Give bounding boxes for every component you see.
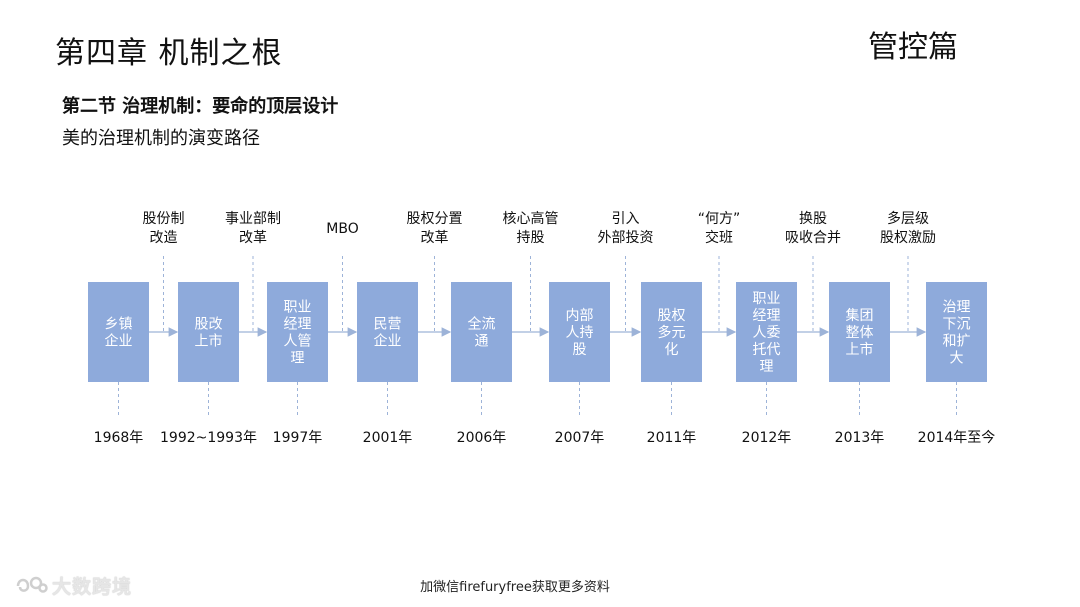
stage-label: 乡镇 (105, 317, 133, 333)
stage-box (178, 282, 239, 382)
stage-box (267, 282, 328, 382)
event-label: 股权分置 (407, 211, 463, 227)
stage-label: 多元 (658, 324, 686, 341)
event-label: “何方” (698, 211, 741, 227)
stage-year: 2011年 (647, 430, 697, 446)
chapter-title: 第四章 机制之根 (55, 36, 283, 71)
stage-label: 全流 (468, 316, 496, 333)
stage-label: 理 (760, 359, 774, 375)
stage-box (549, 282, 610, 382)
stage-label: 和扩 (943, 334, 971, 350)
stage-label: 上市 (846, 341, 874, 358)
stage-year: 1992~1993年 (160, 430, 257, 446)
watermark-logo-icon (14, 574, 48, 601)
event-label: 改革 (421, 230, 449, 246)
event-label: 引入 (612, 211, 640, 227)
stage-label: 职业 (753, 291, 781, 307)
stage-box (641, 282, 702, 382)
event-label: 吸收合并 (785, 230, 841, 246)
event-label: 股权激励 (880, 229, 936, 246)
stage-year: 1997年 (273, 430, 323, 446)
stage-label: 经理 (284, 317, 312, 333)
stage-label: 内部 (566, 308, 594, 324)
event-label: 外部投资 (598, 230, 654, 246)
stage-label: 人委 (753, 325, 781, 341)
event-label: 核心高管 (503, 210, 559, 227)
stage-year: 2014年至今 (918, 430, 996, 446)
stage-label: 上市 (195, 333, 223, 350)
footer-note: 加微信firefuryfree获取更多资料 (420, 580, 610, 595)
stage-year: 2006年 (457, 430, 507, 446)
stage-label: 企业 (374, 333, 402, 350)
stage-label: 集团 (846, 307, 874, 324)
part-title: 管控篇 (868, 30, 958, 65)
stage-label: 民营 (374, 317, 402, 333)
event-label: 股份制 (143, 211, 185, 227)
watermark: 大数跨境 (14, 572, 132, 601)
event-label: 改造 (150, 230, 178, 246)
stage-label: 化 (665, 342, 679, 358)
event-label: 持股 (517, 230, 545, 246)
stage-box (451, 282, 512, 382)
stage-box (736, 282, 797, 382)
event-label: 交班 (705, 229, 733, 246)
stage-label: 职业 (284, 300, 312, 316)
subtitle: 美的治理机制的演变路径 (62, 128, 260, 149)
stage-box (357, 282, 418, 382)
section-title: 第二节 治理机制：要命的顶层设计 (62, 96, 339, 117)
stage-label: 托代 (753, 342, 781, 358)
stage-year: 2001年 (363, 430, 413, 446)
stage-label: 整体 (846, 325, 874, 341)
event-label: 多层级 (887, 210, 929, 227)
stage-label: 理 (291, 351, 305, 367)
stage-label: 大 (950, 351, 964, 367)
stage-label: 通 (475, 334, 489, 350)
stage-label: 股 (573, 342, 587, 358)
watermark-text: 大数跨境 (52, 576, 133, 598)
event-label: 换股 (799, 210, 827, 227)
stage-label: 下沉 (943, 317, 971, 333)
stage-label: 人管 (284, 334, 312, 350)
stage-label: 企业 (105, 333, 133, 350)
stage-label: 股权 (658, 308, 686, 324)
stage-year: 2007年 (555, 430, 605, 446)
stage-year: 2012年 (742, 430, 792, 446)
event-label: 改革 (239, 230, 267, 246)
stage-year: 2013年 (835, 430, 885, 446)
stage-label: 股改 (195, 317, 223, 333)
stage-box (829, 282, 890, 382)
stage-box (88, 282, 149, 382)
stage-box (926, 282, 987, 382)
stage-label: 经理 (753, 308, 781, 324)
stage-label: 人持 (566, 325, 594, 341)
event-label: MBO (326, 221, 358, 237)
stage-label: 治理 (943, 300, 971, 316)
stage-year: 1968年 (94, 430, 144, 446)
event-label: 事业部制 (225, 211, 281, 227)
